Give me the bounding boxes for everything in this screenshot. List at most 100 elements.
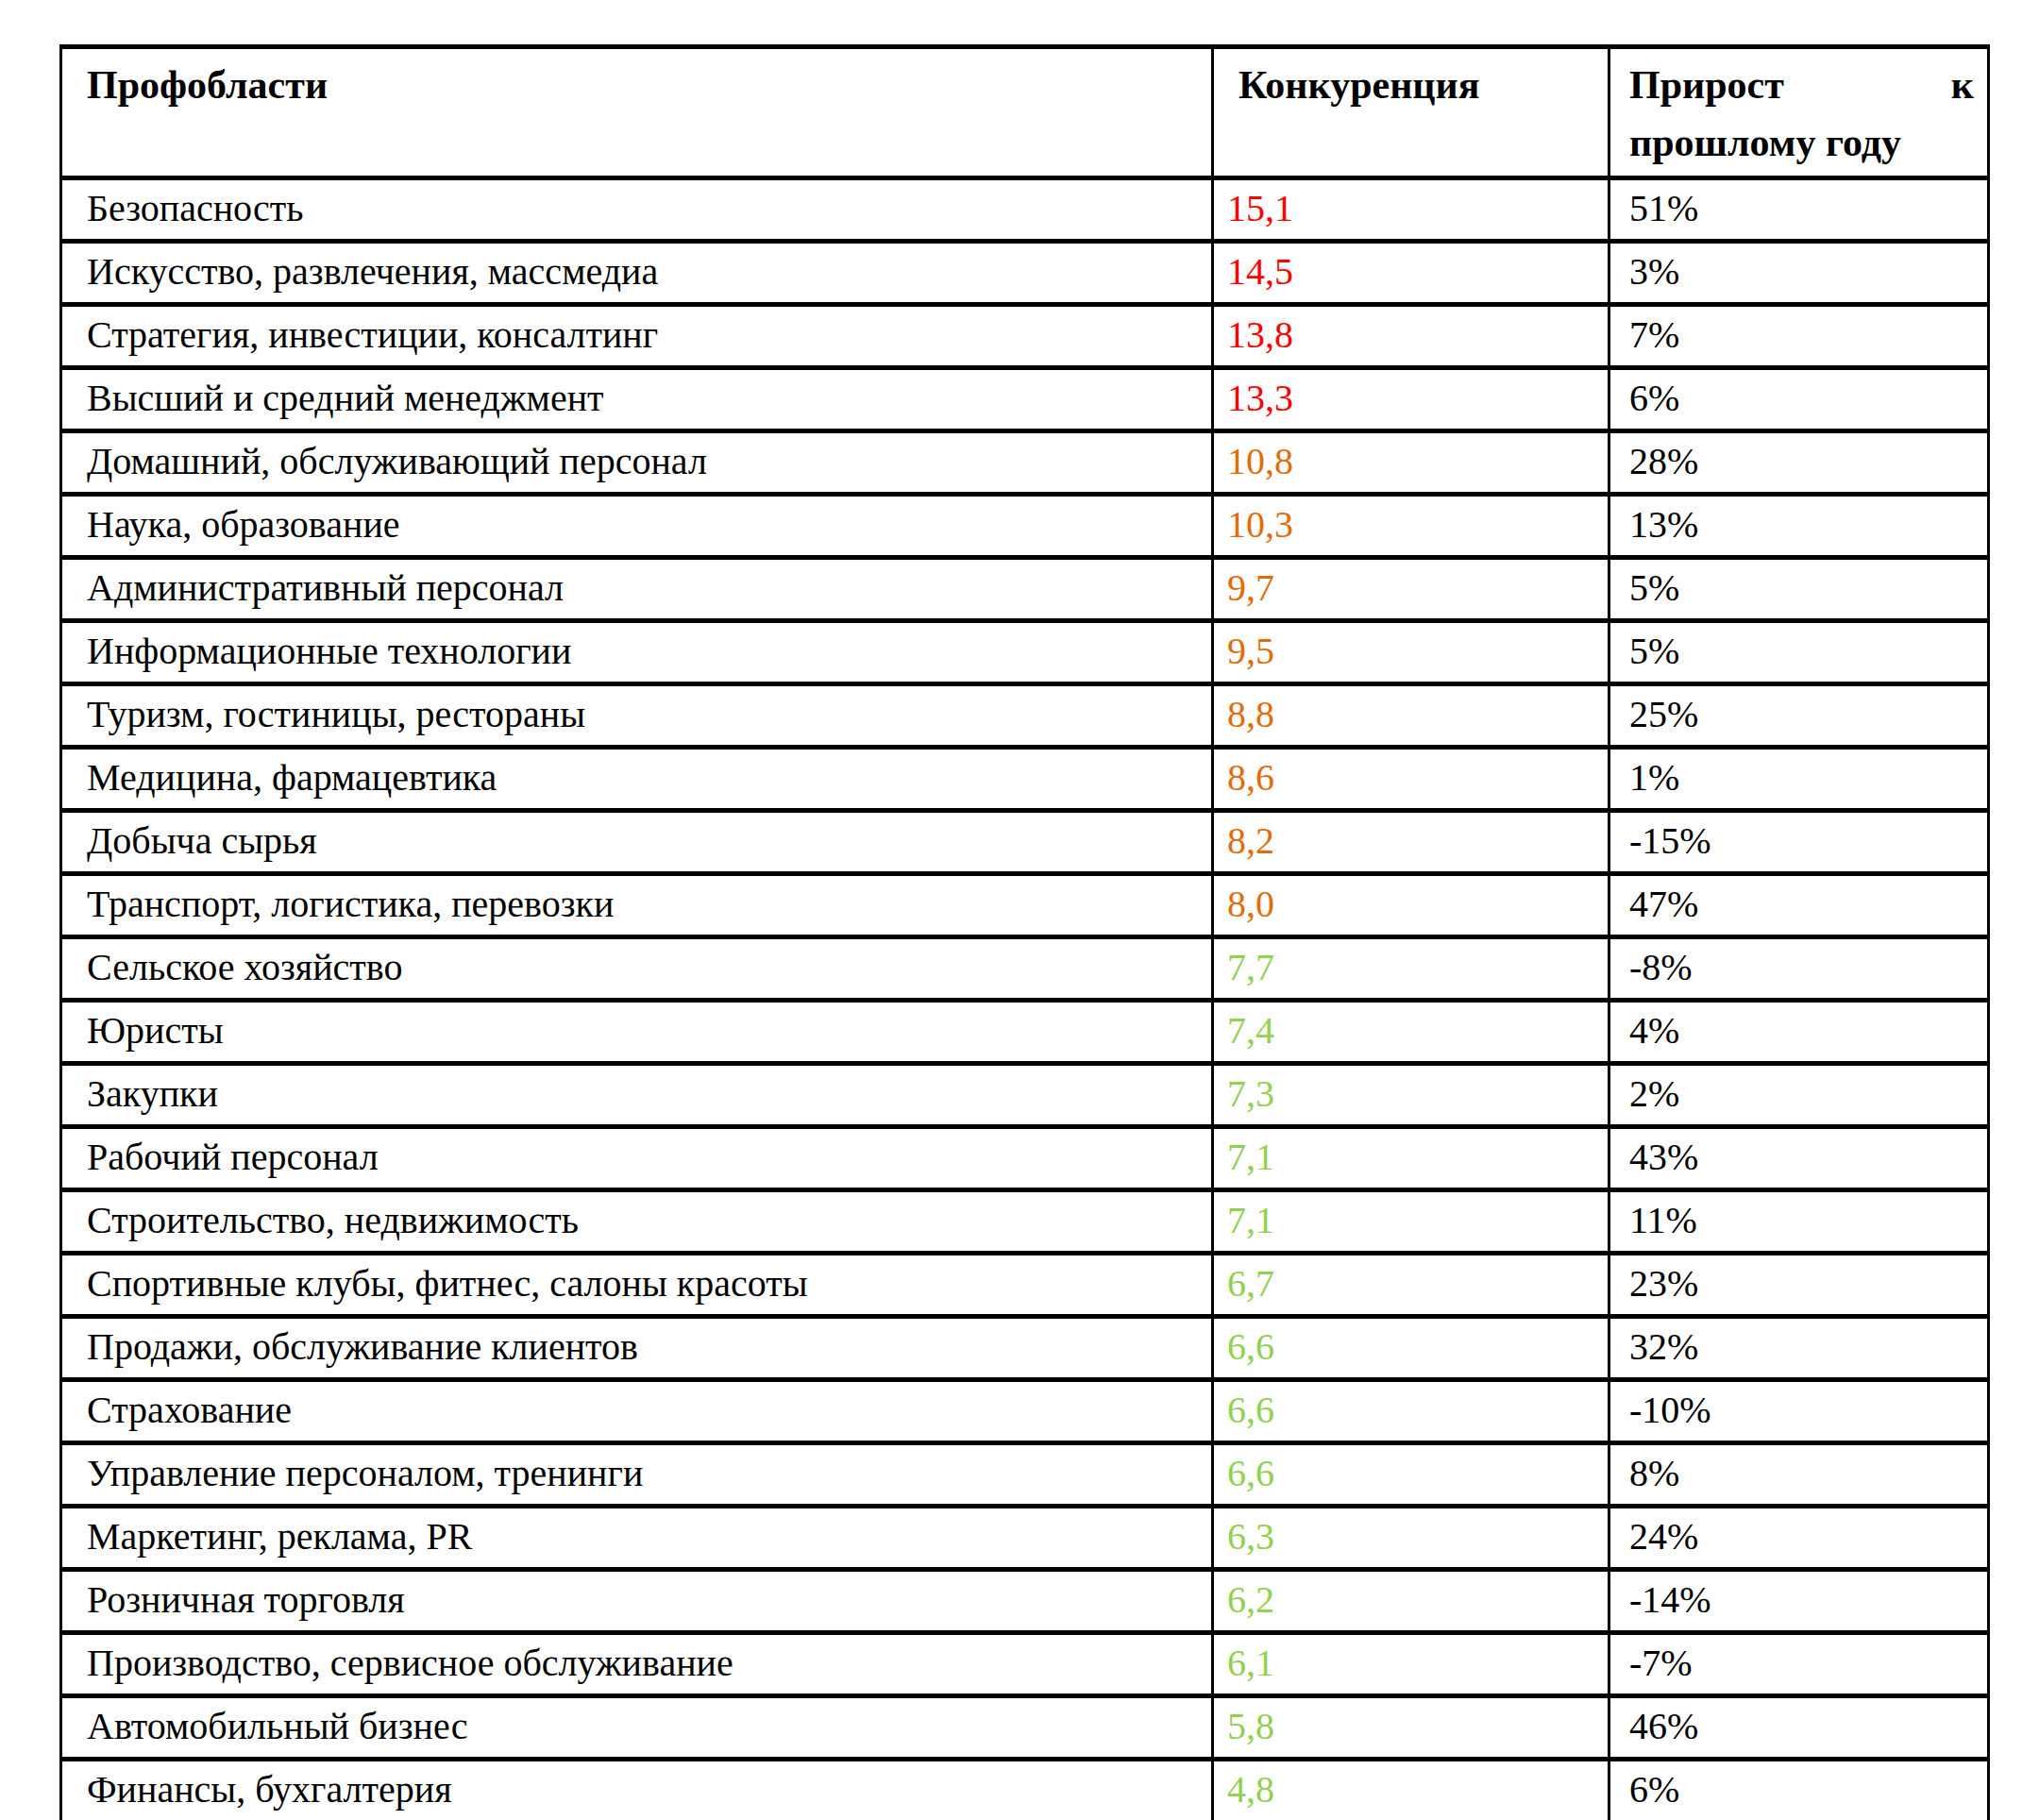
header-area: Профобласти	[61, 47, 1213, 178]
table-row: Финансы, бухгалтерия 4,8 6%	[61, 1759, 1989, 1820]
growth-value-cell: 25%	[1609, 683, 1989, 747]
area-cell: Управление персоналом, тренинги	[61, 1442, 1213, 1506]
growth-value-cell: 2%	[1609, 1063, 1989, 1126]
area-cell: Строительство, недвижимость	[61, 1189, 1213, 1253]
growth-value-cell: 51%	[1609, 177, 1989, 241]
growth-value-cell: 6%	[1609, 367, 1989, 430]
competition-value-cell: 8,0	[1213, 873, 1609, 936]
area-cell: Закупки	[61, 1063, 1213, 1126]
competition-value-cell: 6,6	[1213, 1316, 1609, 1379]
table-row: Наука, образование 10,3 13%	[61, 494, 1989, 557]
area-cell: Искусство, развлечения, массмедиа	[61, 241, 1213, 304]
competition-table: Профобласти Конкуренция Прирост к прошло…	[59, 44, 1990, 1820]
area-cell: Спортивные клубы, фитнес, салоны красоты	[61, 1253, 1213, 1316]
growth-value-cell: 43%	[1609, 1126, 1989, 1189]
growth-value-cell: 5%	[1609, 620, 1989, 683]
growth-value-cell: 7%	[1609, 304, 1989, 367]
growth-value-cell: 8%	[1609, 1442, 1989, 1506]
growth-value-cell: 47%	[1609, 873, 1989, 936]
table-row: Спортивные клубы, фитнес, салоны красоты…	[61, 1253, 1989, 1316]
table-row: Розничная торговля 6,2 -14%	[61, 1569, 1989, 1632]
competition-value-cell: 4,8	[1213, 1759, 1609, 1820]
table-row: Рабочий персонал 7,1 43%	[61, 1126, 1989, 1189]
area-cell: Безопасность	[61, 177, 1213, 241]
table-row: Искусство, развлечения, массмедиа 14,5 3…	[61, 241, 1989, 304]
table-row: Административный персонал 9,7 5%	[61, 557, 1989, 620]
table-row: Продажи, обслуживание клиентов 6,6 32%	[61, 1316, 1989, 1379]
competition-value-cell: 6,7	[1213, 1253, 1609, 1316]
table-row: Стратегия, инвестиции, консалтинг 13,8 7…	[61, 304, 1989, 367]
table-row: Медицина, фармацевтика 8,6 1%	[61, 747, 1989, 810]
table-row: Закупки 7,3 2%	[61, 1063, 1989, 1126]
table-row: Строительство, недвижимость 7,1 11%	[61, 1189, 1989, 1253]
growth-value-cell: 46%	[1609, 1695, 1989, 1759]
competition-value-cell: 9,5	[1213, 620, 1609, 683]
competition-value-cell: 8,8	[1213, 683, 1609, 747]
growth-value-cell: 13%	[1609, 494, 1989, 557]
area-cell: Наука, образование	[61, 494, 1213, 557]
table-row: Домашний, обслуживающий персонал 10,8 28…	[61, 430, 1989, 494]
competition-value-cell: 13,3	[1213, 367, 1609, 430]
area-cell: Домашний, обслуживающий персонал	[61, 430, 1213, 494]
growth-value-cell: 1%	[1609, 747, 1989, 810]
area-cell: Транспорт, логистика, перевозки	[61, 873, 1213, 936]
area-cell: Информационные технологии	[61, 620, 1213, 683]
table-row: Добыча сырья 8,2 -15%	[61, 810, 1989, 873]
growth-value-cell: 4%	[1609, 1000, 1989, 1063]
area-cell: Юристы	[61, 1000, 1213, 1063]
competition-value-cell: 10,8	[1213, 430, 1609, 494]
competition-value-cell: 13,8	[1213, 304, 1609, 367]
competition-value-cell: 15,1	[1213, 177, 1609, 241]
competition-value-cell: 7,1	[1213, 1189, 1609, 1253]
growth-value-cell: -15%	[1609, 810, 1989, 873]
area-cell: Продажи, обслуживание клиентов	[61, 1316, 1213, 1379]
area-cell: Страхование	[61, 1379, 1213, 1442]
table-row: Управление персоналом, тренинги 6,6 8%	[61, 1442, 1989, 1506]
competition-value-cell: 6,1	[1213, 1632, 1609, 1695]
area-cell: Маркетинг, реклама, PR	[61, 1506, 1213, 1569]
area-cell: Розничная торговля	[61, 1569, 1213, 1632]
competition-value-cell: 7,1	[1213, 1126, 1609, 1189]
area-cell: Высший и средний менеджмент	[61, 367, 1213, 430]
growth-value-cell: 24%	[1609, 1506, 1989, 1569]
area-cell: Административный персонал	[61, 557, 1213, 620]
area-cell: Автомобильный бизнес	[61, 1695, 1213, 1759]
table-row: Высший и средний менеджмент 13,3 6%	[61, 367, 1989, 430]
growth-value-cell: 32%	[1609, 1316, 1989, 1379]
growth-value-cell: 23%	[1609, 1253, 1989, 1316]
header-growth: Прирост к прошлому году	[1609, 47, 1989, 178]
table-row: Безопасность 15,1 51%	[61, 177, 1989, 241]
growth-value-cell: 6%	[1609, 1759, 1989, 1820]
table-row: Маркетинг, реклама, PR 6,3 24%	[61, 1506, 1989, 1569]
competition-value-cell: 6,6	[1213, 1442, 1609, 1506]
table-row: Автомобильный бизнес 5,8 46%	[61, 1695, 1989, 1759]
table-row: Юристы 7,4 4%	[61, 1000, 1989, 1063]
competition-value-cell: 7,7	[1213, 936, 1609, 1000]
growth-value-cell: 28%	[1609, 430, 1989, 494]
table-header-row: Профобласти Конкуренция Прирост к прошло…	[61, 47, 1989, 178]
area-cell: Медицина, фармацевтика	[61, 747, 1213, 810]
area-cell: Финансы, бухгалтерия	[61, 1759, 1213, 1820]
area-cell: Производство, сервисное обслуживание	[61, 1632, 1213, 1695]
table-row: Транспорт, логистика, перевозки 8,0 47%	[61, 873, 1989, 936]
growth-value-cell: -14%	[1609, 1569, 1989, 1632]
growth-value-cell: -8%	[1609, 936, 1989, 1000]
competition-value-cell: 7,4	[1213, 1000, 1609, 1063]
table-row: Производство, сервисное обслуживание 6,1…	[61, 1632, 1989, 1695]
competition-value-cell: 6,3	[1213, 1506, 1609, 1569]
growth-value-cell: 3%	[1609, 241, 1989, 304]
area-cell: Стратегия, инвестиции, консалтинг	[61, 304, 1213, 367]
growth-value-cell: 5%	[1609, 557, 1989, 620]
growth-value-cell: 11%	[1609, 1189, 1989, 1253]
competition-value-cell: 9,7	[1213, 557, 1609, 620]
area-cell: Добыча сырья	[61, 810, 1213, 873]
table-row: Сельское хозяйство 7,7 -8%	[61, 936, 1989, 1000]
competition-value-cell: 7,3	[1213, 1063, 1609, 1126]
area-cell: Туризм, гостиницы, рестораны	[61, 683, 1213, 747]
area-cell: Сельское хозяйство	[61, 936, 1213, 1000]
competition-value-cell: 8,2	[1213, 810, 1609, 873]
table-row: Туризм, гостиницы, рестораны 8,8 25%	[61, 683, 1989, 747]
growth-value-cell: -10%	[1609, 1379, 1989, 1442]
competition-value-cell: 10,3	[1213, 494, 1609, 557]
table-body: Безопасность 15,1 51% Искусство, развлеч…	[61, 177, 1989, 1820]
